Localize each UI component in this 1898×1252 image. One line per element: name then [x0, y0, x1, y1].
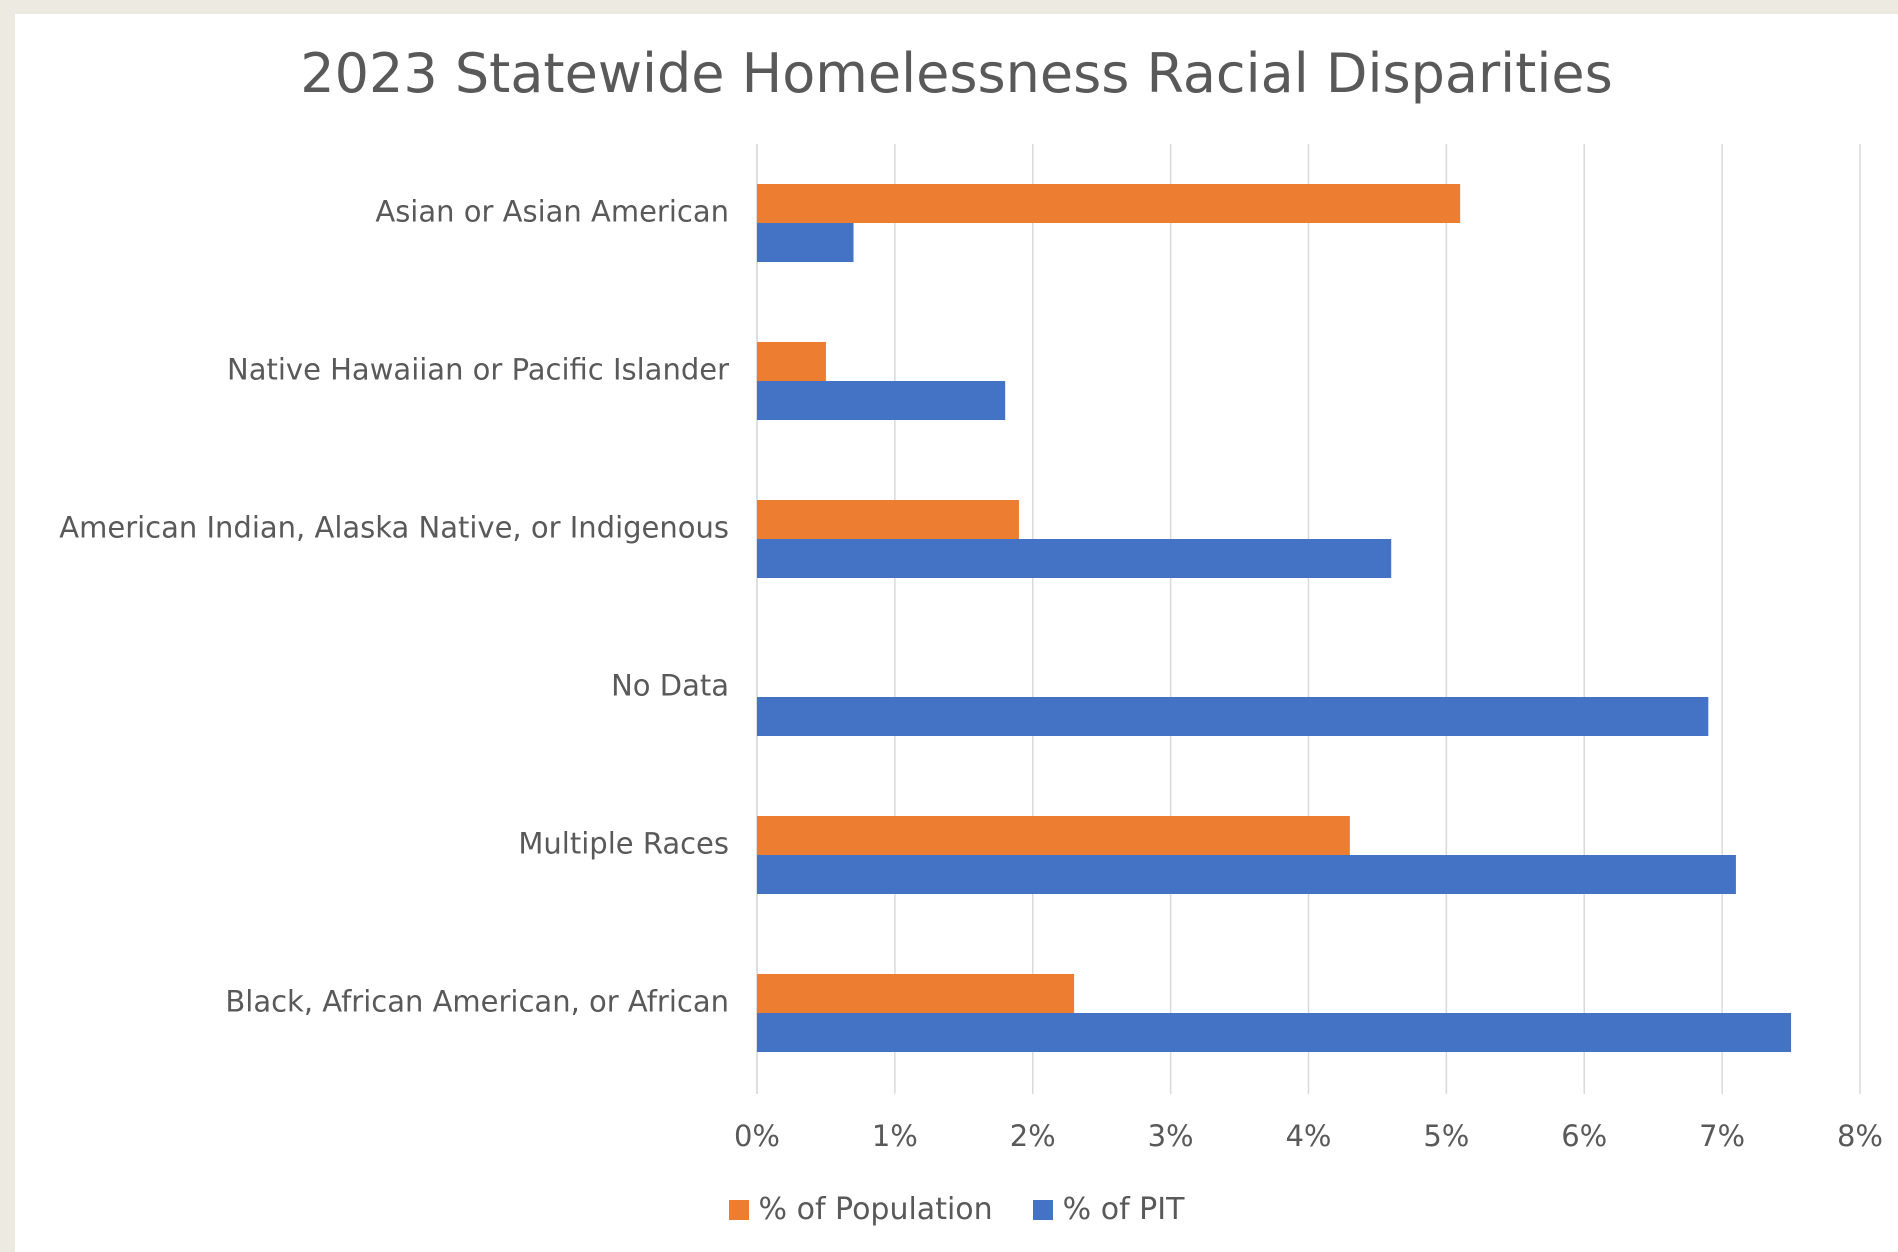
bar-pit — [757, 697, 1709, 736]
gridlines — [756, 144, 1861, 1094]
legend-label-pit: % of PIT — [1062, 1192, 1185, 1227]
legend-swatch-population — [728, 1199, 749, 1220]
x-tick-label: 3% — [1148, 1119, 1194, 1153]
x-tick-label: 4% — [1285, 1119, 1331, 1153]
legend-item-pit: % of PIT — [1032, 1192, 1185, 1227]
bar-pit — [757, 223, 854, 262]
category-label: Asian or Asian American — [375, 195, 729, 229]
category-label: Black, African American, or African — [225, 985, 729, 1019]
bar-population — [757, 974, 1075, 1013]
x-tick-label: 7% — [1699, 1119, 1745, 1153]
category-labels: Asian or Asian American Native Hawaiian o… — [59, 195, 729, 1019]
x-tick-labels: 0% 1% 2% 3% 4% 5% 6% 7% 8% — [734, 1119, 1883, 1153]
bar-population — [757, 342, 826, 381]
chart-title: 2023 Statewide Homelessness Racial Dispa… — [300, 42, 1613, 105]
x-tick-label: 8% — [1837, 1119, 1883, 1153]
bar-population — [757, 500, 1019, 539]
bar-pit — [757, 1013, 1792, 1052]
bar-population — [757, 816, 1350, 855]
category-label: Multiple Races — [518, 827, 729, 861]
category-label: American Indian, Alaska Native, or Indig… — [59, 511, 729, 545]
category-label: No Data — [611, 669, 729, 703]
bar-population — [757, 184, 1461, 223]
bars — [757, 184, 1792, 1052]
category-label: Native Hawaiian or Pacific Islander — [227, 353, 729, 387]
x-tick-label: 1% — [872, 1119, 918, 1153]
x-tick-label: 6% — [1561, 1119, 1607, 1153]
legend-label-population: % of Population — [758, 1192, 993, 1227]
x-tick-label: 2% — [1010, 1119, 1056, 1153]
legend-item-population: % of Population — [728, 1192, 993, 1227]
bar-pit — [757, 855, 1736, 894]
legend: % of Population % of PIT — [15, 1192, 1898, 1227]
legend-swatch-pit — [1032, 1199, 1053, 1220]
plot-area: Asian or Asian American Native Hawaiian o… — [59, 144, 1883, 1153]
x-tick-label: 0% — [734, 1119, 780, 1153]
bar-pit — [757, 381, 1006, 420]
chart-area: 2023 Statewide Homelessness Racial Dispa… — [15, 14, 1898, 1252]
bar-pit — [757, 539, 1392, 578]
x-tick-label: 5% — [1423, 1119, 1469, 1153]
